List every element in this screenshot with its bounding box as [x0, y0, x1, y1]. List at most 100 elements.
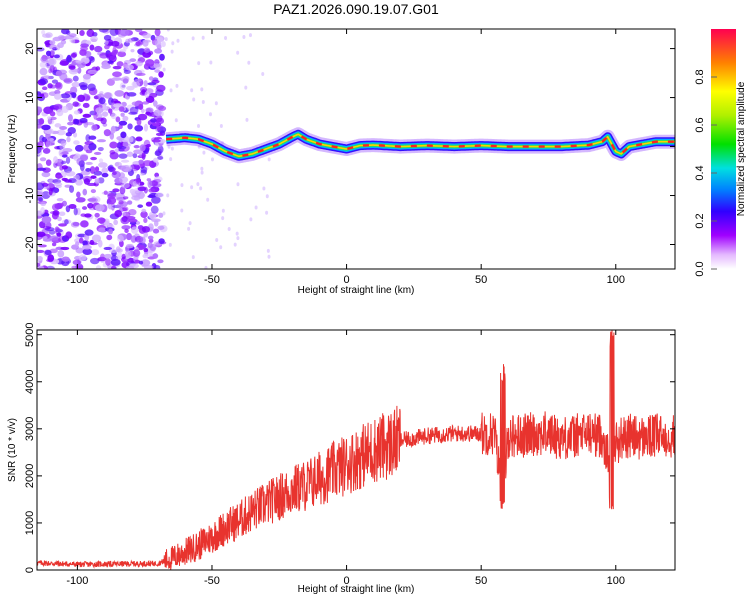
noise-blob: [82, 248, 93, 255]
colorbar-tick-label: 0.2: [694, 213, 706, 228]
noise-blob: [122, 78, 129, 84]
noise-blob: [151, 139, 161, 143]
noise-blob: [75, 247, 85, 254]
noise-blob: [108, 164, 114, 173]
noise-blob: [55, 70, 63, 77]
noise-blob: [75, 241, 80, 246]
noise-blob: [196, 182, 200, 187]
noise-blob: [110, 125, 116, 134]
noise-blob: [86, 29, 95, 38]
noise-blob: [118, 120, 128, 126]
noise-blob: [37, 231, 46, 238]
noise-blob: [209, 60, 213, 65]
noise-blob: [98, 158, 104, 164]
noise-blob: [87, 83, 96, 91]
noise-blob: [103, 253, 113, 259]
noise-blob: [51, 242, 57, 247]
noise-blob: [109, 132, 115, 140]
noise-blob: [61, 105, 69, 114]
noise-blob: [61, 165, 68, 170]
noise-blob: [155, 132, 163, 137]
noise-blob: [122, 206, 129, 212]
noise-blob: [48, 68, 53, 74]
noise-blob: [132, 152, 138, 159]
noise-blob: [145, 201, 153, 207]
noise-blob: [90, 189, 97, 194]
noise-blob: [200, 170, 204, 175]
noise-blob: [55, 174, 63, 179]
noise-blob: [73, 207, 78, 216]
noise-blob: [94, 178, 100, 184]
figure-title: PAZ1.2026.090.19.07.G01: [273, 1, 439, 17]
noise-blob: [59, 60, 69, 66]
noise-blob: [191, 36, 195, 41]
noise-blob: [37, 249, 45, 253]
noise-blob: [130, 226, 139, 234]
noise-blob: [158, 238, 165, 245]
noise-blob: [249, 217, 253, 222]
noise-blob: [78, 160, 85, 168]
noise-blob: [115, 116, 121, 123]
colorbar: 0.0 0.2 0.4 0.6 0.8 Normalized spectral ampl…: [694, 29, 747, 277]
noise-blob: [190, 185, 194, 190]
noise-blob: [58, 223, 67, 227]
noise-blob: [51, 79, 59, 84]
noise-blob: [42, 33, 51, 38]
noise-blob: [145, 59, 155, 67]
noise-blob: [162, 211, 166, 216]
noise-blob: [85, 134, 91, 142]
noise-blob: [97, 217, 106, 224]
noise-blob: [56, 129, 66, 136]
noise-blob: [127, 37, 135, 43]
noise-blob: [128, 218, 138, 223]
noise-blob: [59, 144, 66, 150]
noise-blob: [244, 85, 248, 90]
noise-blob: [37, 167, 47, 171]
noise-blob: [108, 108, 113, 114]
noise-blob: [49, 40, 56, 45]
noise-blob: [41, 124, 51, 131]
noise-blob: [84, 213, 92, 218]
noise-blob: [93, 170, 103, 176]
noise-blob: [134, 259, 141, 264]
noise-blob: [157, 259, 164, 264]
noise-blob: [159, 53, 165, 61]
noise-blob: [82, 188, 88, 196]
x-tick-label: 50: [475, 274, 487, 286]
noise-blob: [114, 148, 119, 153]
noise-blob: [219, 124, 223, 129]
noise-blob: [121, 216, 128, 223]
noise-blob: [135, 29, 143, 33]
noise-blob: [80, 220, 89, 228]
noise-blob: [67, 114, 73, 122]
noise-blob: [101, 167, 109, 174]
noise-blob: [153, 157, 159, 163]
noise-blob: [68, 65, 76, 70]
noise-blob: [94, 166, 100, 172]
noise-blob: [65, 56, 73, 63]
noise-blob: [112, 171, 117, 176]
y-tick-label: 1000: [24, 511, 36, 535]
x-tick-label: 100: [607, 274, 625, 286]
noise-blob: [142, 101, 150, 105]
noise-blob: [66, 136, 71, 143]
noise-blob: [100, 117, 107, 125]
noise-blob: [118, 146, 127, 150]
noise-blob: [89, 35, 99, 43]
x-tick-label: -100: [66, 274, 88, 286]
noise-blob: [236, 236, 240, 241]
snr-series-line: [37, 330, 675, 570]
x-tick-label: 50: [475, 575, 487, 587]
noise-blob: [190, 88, 194, 93]
noise-blob: [128, 111, 138, 115]
noise-blob: [37, 140, 44, 148]
noise-blob: [132, 249, 141, 257]
colorbar-ticks: 0.0 0.2 0.4 0.6 0.8: [694, 69, 717, 277]
noise-blob: [261, 72, 265, 77]
noise-blob: [60, 246, 70, 251]
noise-blob: [121, 253, 126, 260]
noise-blob: [37, 182, 45, 191]
noise-blob: [48, 44, 57, 50]
noise-blob: [219, 245, 223, 250]
noise-blob: [78, 254, 87, 261]
